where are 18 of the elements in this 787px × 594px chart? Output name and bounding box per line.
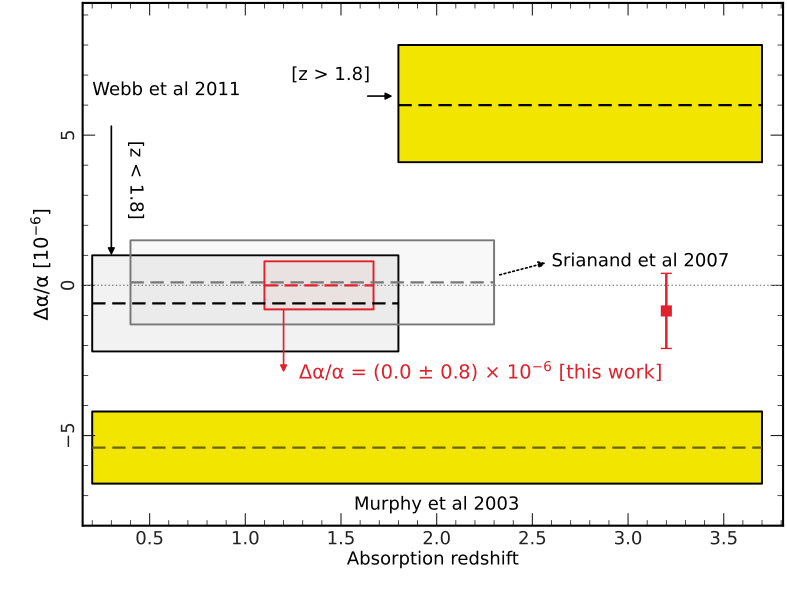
- y-tick-label: −5: [60, 424, 74, 447]
- x-tick-label: 1.0: [232, 530, 258, 545]
- x-tick-label: 3.0: [615, 530, 642, 545]
- x-tick-label: 1.5: [328, 531, 354, 545]
- y-tick-label: 5: [60, 130, 74, 140]
- annotation: Δα/α = (0.0 ± 0.8) × 10$^{−6}$ [this work]: [299, 360, 661, 382]
- annotation: [z > 1.8]: [292, 66, 369, 82]
- annotation: Srianand et al 2007: [552, 252, 728, 267]
- x-axis-title: Absorption redshift: [346, 550, 518, 568]
- x-tick-label: 2.0: [424, 530, 450, 545]
- y-axis-title: Δα/α [10$^{−6}$]: [30, 210, 50, 320]
- x-tick-label: 2.5: [519, 530, 546, 545]
- x-tick-label: 0.5: [136, 530, 162, 545]
- x-tick-label: 3.5: [710, 530, 737, 545]
- y-tick-label: 0: [60, 280, 74, 290]
- annotation: Webb et al 2011: [92, 81, 239, 96]
- annotation: [z < 1.8]: [128, 142, 144, 218]
- annotation: Murphy et al 2003: [356, 496, 518, 514]
